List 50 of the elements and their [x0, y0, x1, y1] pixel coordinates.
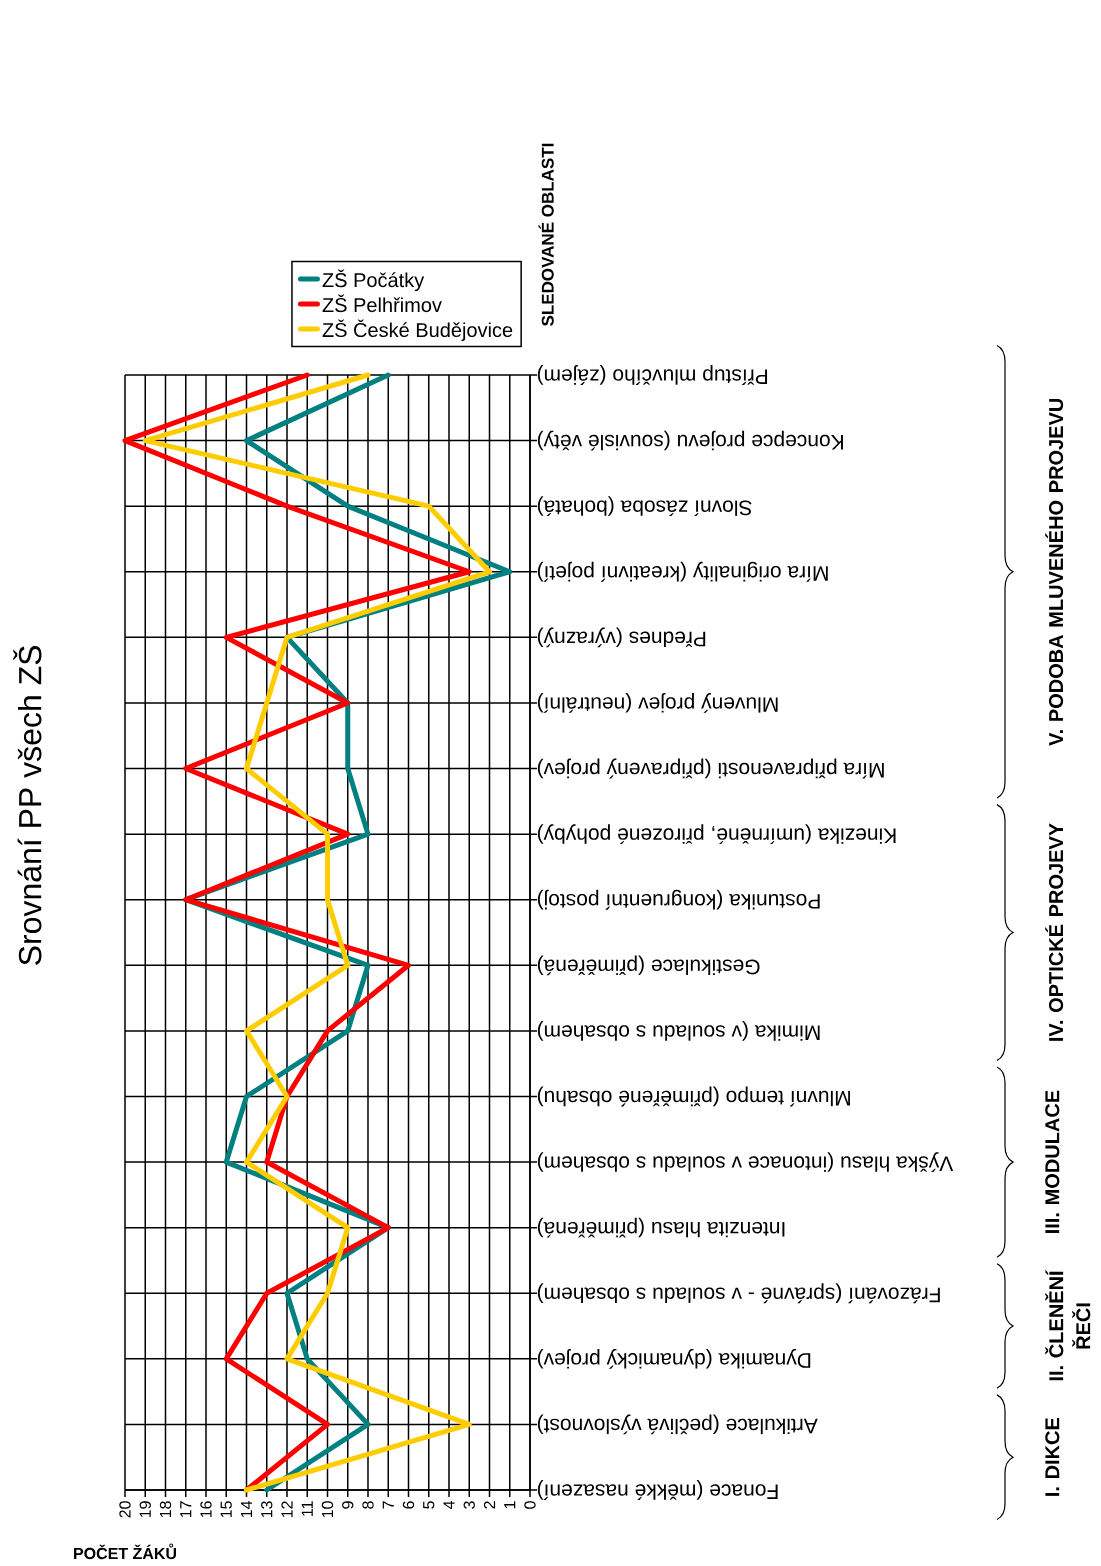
legend-label: ZŠ České Budějovice — [322, 319, 513, 342]
x-axis-title: POČET ŽÁKŮ — [74, 1543, 176, 1560]
legend-label: ZŠ Počátky — [322, 269, 425, 292]
x-tick-label: 0 — [524, 1501, 536, 1509]
x-tick-label: 13 — [261, 1501, 273, 1518]
x-tick-label: 19 — [139, 1501, 151, 1518]
x-tick-label: 4 — [443, 1501, 455, 1510]
x-tick-label: 2 — [483, 1501, 496, 1509]
text: Srovnání PP všech ZŠ — [13, 645, 42, 965]
y-tick-label: Dynamika (dynamický projev) — [537, 1348, 811, 1369]
x-tick-label: 9 — [342, 1501, 354, 1509]
y-tick-label: Výška hlasu (intonace v souladu s obsahem) — [537, 1152, 954, 1172]
x-tick-label: 18 — [159, 1501, 172, 1518]
x-tick-label: 10 — [321, 1501, 334, 1518]
text: II. ČLENĚNÍ ŘEČI — [1045, 1270, 1091, 1381]
x-tick-label: 6 — [402, 1501, 415, 1509]
y-tick-label: Mluvený projev (neutrální) — [537, 693, 778, 713]
x-tick-label: 20 — [119, 1501, 131, 1518]
y-tick-label: Slovní zásoba (bohatá) — [537, 496, 752, 517]
text: I. DIKCE — [1045, 1417, 1060, 1496]
y-tick-label: Kinezika (umírněné, přirozené pohyby) — [537, 824, 896, 845]
y-tick-label: Intenzita hlasu (přiměřená) — [537, 1217, 785, 1238]
y-tick-label: Přednes (výrazný) — [537, 627, 706, 648]
x-tick-label: 12 — [281, 1501, 293, 1518]
x-tick-label: 7 — [382, 1501, 394, 1509]
y-tick-label: Mluvní tempo (přiměřené obsahu) — [537, 1086, 850, 1107]
y-tick-label: Koncepce projevu (souvislé věty) — [537, 430, 843, 451]
y-tick-label: Artikulace (pečlivá výslovnost) — [537, 1414, 818, 1435]
x-tick-label: 16 — [200, 1501, 212, 1518]
y-tick-label: Gestikulace (přiměřená) — [537, 955, 760, 976]
text: V. PODOBA MLUVENÉHO PROJEVU — [1045, 398, 1064, 746]
y-tick-label: Frázování (správné - v souladu s obsahem) — [537, 1283, 940, 1304]
y-tick-label: Míra originality (kreativní pojetí) — [537, 561, 828, 582]
y-tick-label: Přístup mluvčího (zájem) — [537, 365, 768, 385]
y-tick-label: Míra připravenosti (připravený projev) — [537, 758, 884, 779]
y-axis-title: SLEDOVANÉ OBLASTI — [538, 143, 554, 326]
y-tick-label: Postunika (kongruentní postoj) — [537, 889, 820, 910]
x-tick-label: 11 — [301, 1501, 313, 1516]
x-tick-label: 15 — [220, 1501, 232, 1518]
x-tick-label: 5 — [423, 1501, 435, 1509]
legend-label: ZŠ Pelhřimov — [322, 294, 442, 313]
x-tick-label: 1 — [504, 1501, 516, 1509]
x-tick-label: 17 — [180, 1501, 192, 1518]
x-tick-label: 3 — [463, 1501, 475, 1509]
y-tick-label: Mimika (v souladu s obsahem) — [537, 1021, 820, 1041]
text: III. MODULACE — [1045, 1090, 1060, 1233]
y-tick-label: Fonace (měkké nasazení) — [537, 1480, 778, 1500]
x-tick-label: 14 — [240, 1501, 252, 1518]
text: IV. OPTICKÉ PROJEVY — [1045, 823, 1064, 1041]
x-tick-label: 8 — [362, 1501, 374, 1509]
